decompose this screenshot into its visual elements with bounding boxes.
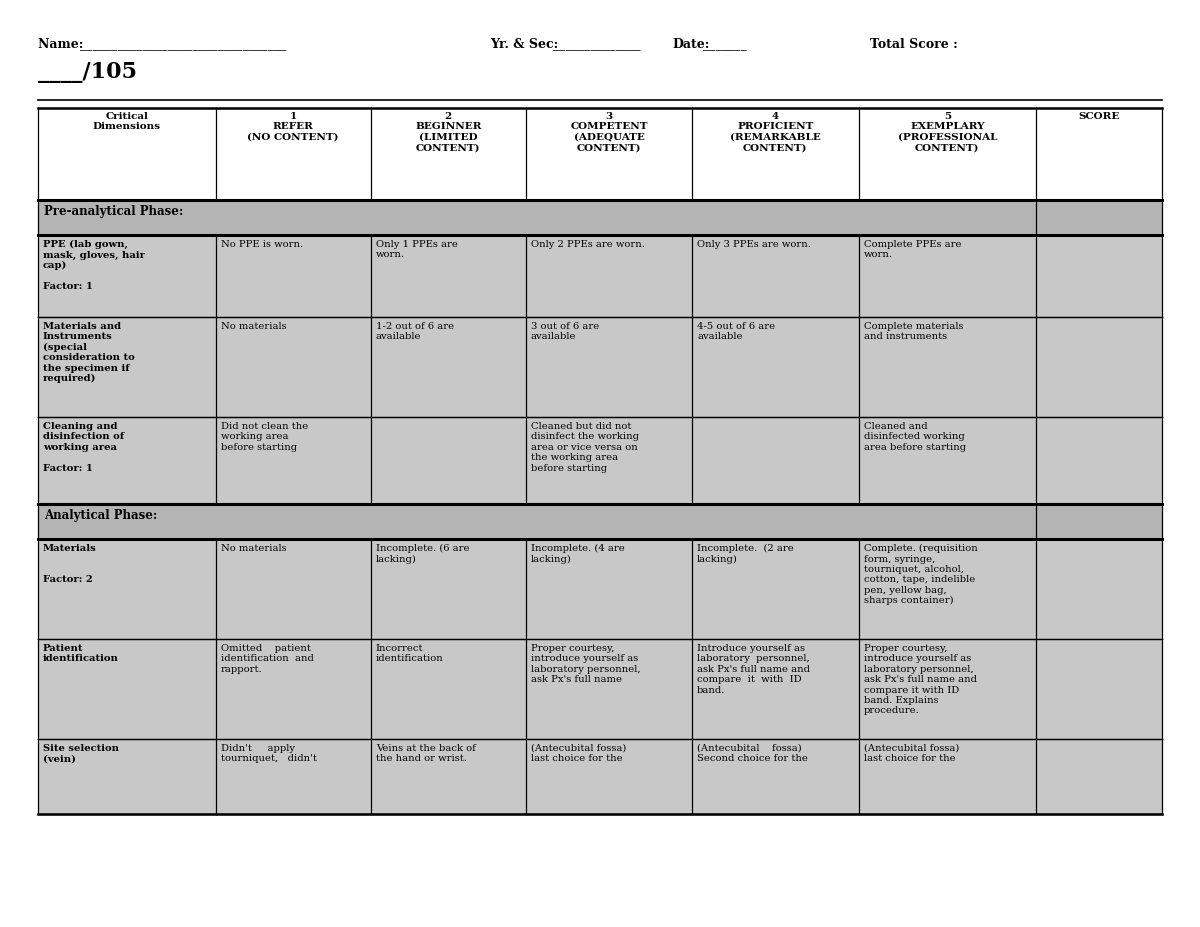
Bar xyxy=(38,539,216,639)
Text: 4
PROFICIENT
(REMARKABLE
CONTENT): 4 PROFICIENT (REMARKABLE CONTENT) xyxy=(730,112,821,152)
Text: 3 out of 6 are
available: 3 out of 6 are available xyxy=(530,322,599,341)
Bar xyxy=(526,417,692,504)
Bar xyxy=(371,739,526,814)
Bar xyxy=(38,108,1162,200)
Text: Didn't     apply
tourniquet,   didn't: Didn't apply tourniquet, didn't xyxy=(221,744,317,764)
Text: Introduce yourself as
laboratory  personnel,
ask Px's full name and
compare  it : Introduce yourself as laboratory personn… xyxy=(697,644,810,694)
Text: Veins at the back of
the hand or wrist.: Veins at the back of the hand or wrist. xyxy=(376,744,475,764)
Text: Complete PPEs are
worn.: Complete PPEs are worn. xyxy=(864,240,961,260)
Bar xyxy=(526,639,692,739)
Text: SCORE: SCORE xyxy=(1079,112,1120,121)
Text: Date:: Date: xyxy=(672,38,709,51)
Bar xyxy=(692,317,858,417)
Bar xyxy=(1036,417,1162,504)
Bar xyxy=(216,235,371,317)
Bar xyxy=(526,539,692,639)
Text: ______________: ______________ xyxy=(553,38,641,51)
Bar xyxy=(1036,504,1162,539)
Text: 5
EXEMPLARY
(PROFESSIONAL
CONTENT): 5 EXEMPLARY (PROFESSIONAL CONTENT) xyxy=(898,112,997,152)
Bar xyxy=(692,235,858,317)
Bar xyxy=(38,739,216,814)
Text: PPE (lab gown,
mask, gloves, hair
cap)

Factor: 1: PPE (lab gown, mask, gloves, hair cap) F… xyxy=(43,240,145,291)
Bar xyxy=(526,739,692,814)
Text: Complete materials
and instruments: Complete materials and instruments xyxy=(864,322,964,341)
Bar xyxy=(692,539,858,639)
Bar xyxy=(858,739,1036,814)
Bar xyxy=(1036,639,1162,739)
Text: No materials: No materials xyxy=(221,544,287,553)
Bar xyxy=(858,539,1036,639)
Bar xyxy=(858,417,1036,504)
Bar xyxy=(526,235,692,317)
Bar xyxy=(216,739,371,814)
Text: Proper courtesy,
introduce yourself as
laboratory personnel,
ask Px's full name: Proper courtesy, introduce yourself as l… xyxy=(530,644,641,684)
Bar xyxy=(371,539,526,639)
Bar xyxy=(692,639,858,739)
Text: Complete. (requisition
form, syringe,
tourniquet, alcohol,
cotton, tape, indelib: Complete. (requisition form, syringe, to… xyxy=(864,544,977,605)
Text: Only 2 PPEs are worn.: Only 2 PPEs are worn. xyxy=(530,240,644,249)
Bar xyxy=(526,317,692,417)
Bar xyxy=(1036,235,1162,317)
Bar xyxy=(38,417,216,504)
Bar xyxy=(858,235,1036,317)
Bar xyxy=(216,539,371,639)
Bar xyxy=(692,739,858,814)
Bar xyxy=(216,417,371,504)
Text: Only 1 PPEs are
worn.: Only 1 PPEs are worn. xyxy=(376,240,457,260)
Text: Patient
identification: Patient identification xyxy=(43,644,119,664)
Bar xyxy=(216,317,371,417)
Bar xyxy=(38,504,1036,539)
Bar xyxy=(371,639,526,739)
Text: 2
BEGINNER
(LIMITED
CONTENT): 2 BEGINNER (LIMITED CONTENT) xyxy=(415,112,481,152)
Text: 1
REFER
(NO CONTENT): 1 REFER (NO CONTENT) xyxy=(247,112,338,142)
Bar xyxy=(38,235,216,317)
Text: Did not clean the
working area
before starting: Did not clean the working area before st… xyxy=(221,422,308,451)
Text: (Antecubital fossa)
last choice for the: (Antecubital fossa) last choice for the xyxy=(530,744,626,764)
Bar xyxy=(38,639,216,739)
Bar xyxy=(371,235,526,317)
Bar xyxy=(38,200,1036,235)
Text: Site selection
(vein): Site selection (vein) xyxy=(43,744,119,764)
Text: Omitted    patient
identification  and
rapport.: Omitted patient identification and rappo… xyxy=(221,644,313,674)
Text: Cleaning and
disinfection of
working area

Factor: 1: Cleaning and disinfection of working are… xyxy=(43,422,124,473)
Text: Total Score :: Total Score : xyxy=(870,38,958,51)
Bar xyxy=(38,317,216,417)
Text: Incomplete.  (2 are
lacking): Incomplete. (2 are lacking) xyxy=(697,544,794,564)
Bar xyxy=(1036,539,1162,639)
Text: Materials


Factor: 2: Materials Factor: 2 xyxy=(43,544,97,584)
Bar xyxy=(371,417,526,504)
Text: Pre-analytical Phase:: Pre-analytical Phase: xyxy=(44,205,184,218)
Text: Name:: Name: xyxy=(38,38,88,51)
Bar xyxy=(1036,317,1162,417)
Text: Yr. & Sec:: Yr. & Sec: xyxy=(490,38,558,51)
Text: _______: _______ xyxy=(703,38,746,51)
Bar xyxy=(216,639,371,739)
Text: Materials and
Instruments
(special
consideration to
the specimen if
required): Materials and Instruments (special consi… xyxy=(43,322,134,383)
Bar xyxy=(692,417,858,504)
Text: Incorrect
identification: Incorrect identification xyxy=(376,644,444,664)
Text: No PPE is worn.: No PPE is worn. xyxy=(221,240,302,249)
Text: Critical
Dimensions: Critical Dimensions xyxy=(92,112,161,132)
Text: Cleaned and
disinfected working
area before starting: Cleaned and disinfected working area bef… xyxy=(864,422,966,451)
Text: (Antecubital fossa)
last choice for the: (Antecubital fossa) last choice for the xyxy=(864,744,959,764)
Text: Proper courtesy,
introduce yourself as
laboratory personnel,
ask Px's full name : Proper courtesy, introduce yourself as l… xyxy=(864,644,977,716)
Text: Cleaned but did not
disinfect the working
area or vice versa on
the working area: Cleaned but did not disinfect the workin… xyxy=(530,422,638,473)
Text: ____/105: ____/105 xyxy=(38,61,137,83)
Text: Incomplete. (6 are
lacking): Incomplete. (6 are lacking) xyxy=(376,544,469,564)
Text: _________________________________: _________________________________ xyxy=(80,38,287,51)
Text: Only 3 PPEs are worn.: Only 3 PPEs are worn. xyxy=(697,240,811,249)
Bar xyxy=(858,639,1036,739)
Bar xyxy=(1036,739,1162,814)
Text: 4-5 out of 6 are
available: 4-5 out of 6 are available xyxy=(697,322,775,341)
Text: 3
COMPETENT
(ADEQUATE
CONTENT): 3 COMPETENT (ADEQUATE CONTENT) xyxy=(570,112,648,152)
Text: 1-2 out of 6 are
available: 1-2 out of 6 are available xyxy=(376,322,454,341)
Text: (Antecubital    fossa)
Second choice for the: (Antecubital fossa) Second choice for th… xyxy=(697,744,808,764)
Bar xyxy=(371,317,526,417)
Text: Analytical Phase:: Analytical Phase: xyxy=(44,509,157,522)
Text: No materials: No materials xyxy=(221,322,287,331)
Bar xyxy=(858,317,1036,417)
Bar xyxy=(1036,200,1162,235)
Text: Incomplete. (4 are
lacking): Incomplete. (4 are lacking) xyxy=(530,544,624,564)
